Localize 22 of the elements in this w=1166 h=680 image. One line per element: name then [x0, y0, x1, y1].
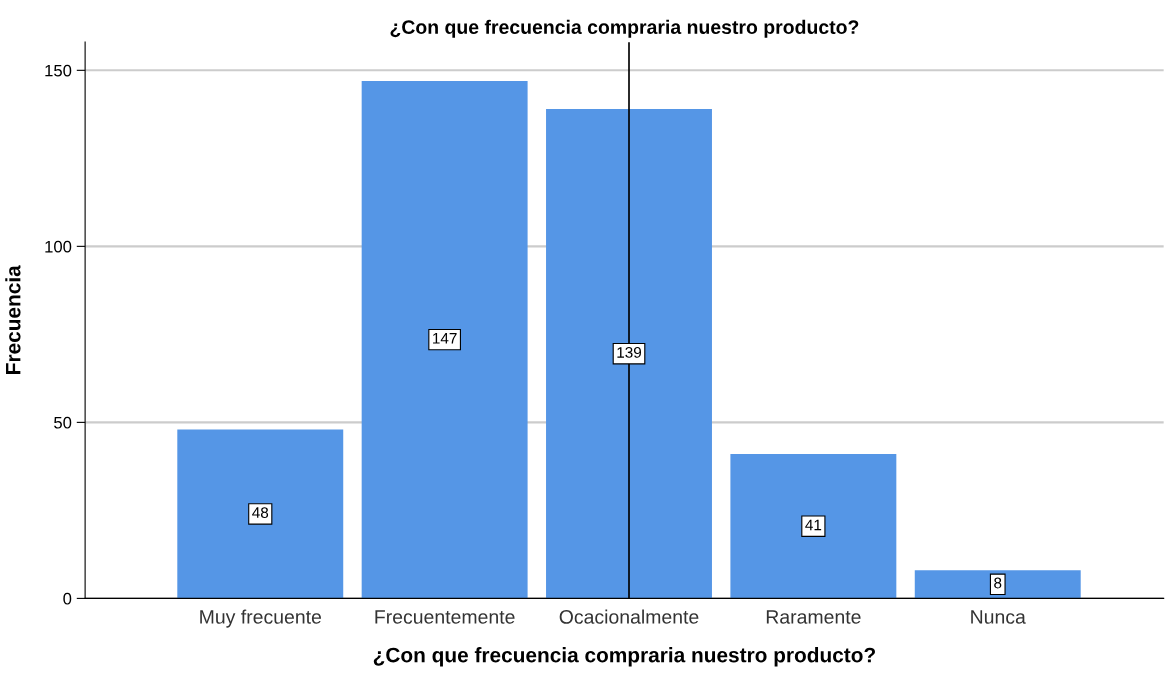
x-axis-title: ¿Con que frecuencia compraria nuestro producto? — [373, 647, 875, 667]
x-tick-label: Raramente — [766, 610, 861, 624]
bar — [546, 109, 712, 599]
chart-title: ¿Con que frecuencia compraria nuestro producto? — [390, 19, 859, 38]
y-tick-label: 150 — [45, 64, 72, 77]
y-axis-title: Frecuencia — [5, 265, 21, 374]
y-tick-label: 100 — [45, 240, 72, 253]
y-tick-label: 0 — [63, 592, 72, 605]
data-label: 48 — [252, 507, 269, 519]
bar — [177, 429, 344, 599]
data-label: 147 — [433, 333, 457, 344]
x-tick-label: Ocacionalmente — [559, 609, 699, 624]
data-label: 41 — [805, 519, 822, 531]
data-label: 8 — [994, 577, 1002, 589]
data-label: 139 — [617, 347, 642, 358]
x-tick-label: Frecuentemente — [375, 610, 515, 624]
x-tick-label: Nunca — [971, 610, 1026, 624]
bar — [361, 80, 528, 599]
y-tick-label: 50 — [54, 416, 72, 429]
bar — [730, 454, 897, 599]
bar — [914, 570, 1081, 599]
x-tick-label: Muy frecuente — [200, 609, 322, 628]
